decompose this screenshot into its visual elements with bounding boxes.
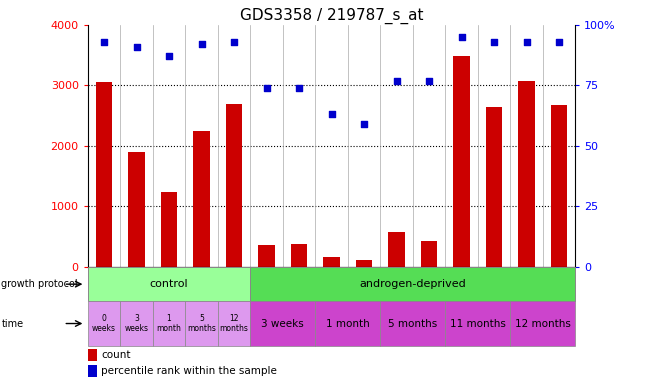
- Point: [326, 111, 337, 118]
- Point: [261, 85, 272, 91]
- Point: [489, 39, 499, 45]
- Bar: [324, 257, 339, 267]
- Text: 11 months: 11 months: [450, 318, 506, 329]
- Bar: [88, 365, 97, 377]
- Bar: [129, 152, 144, 267]
- Text: growth protocol: growth protocol: [1, 279, 78, 289]
- Point: [164, 53, 174, 60]
- Bar: [454, 56, 469, 267]
- Bar: [161, 192, 177, 267]
- Text: control: control: [150, 279, 188, 289]
- Point: [391, 78, 402, 84]
- Bar: [185, 301, 218, 346]
- Bar: [218, 301, 250, 346]
- Text: percentile rank within the sample: percentile rank within the sample: [101, 366, 278, 376]
- Text: 3 weeks: 3 weeks: [261, 318, 304, 329]
- Text: 3
weeks: 3 weeks: [125, 314, 148, 333]
- Text: 5
months: 5 months: [187, 314, 216, 333]
- Point: [521, 39, 532, 45]
- Bar: [88, 267, 250, 301]
- Bar: [88, 301, 120, 346]
- Bar: [226, 104, 242, 267]
- Bar: [356, 260, 372, 267]
- Bar: [291, 244, 307, 267]
- Point: [131, 44, 142, 50]
- Bar: [96, 83, 112, 267]
- Bar: [120, 301, 153, 346]
- Bar: [389, 232, 404, 267]
- Bar: [510, 301, 575, 346]
- Bar: [153, 301, 185, 346]
- Text: 1
month: 1 month: [157, 314, 181, 333]
- Text: 12
months: 12 months: [220, 314, 248, 333]
- Bar: [315, 301, 380, 346]
- Point: [554, 39, 564, 45]
- Bar: [380, 301, 445, 346]
- Bar: [519, 81, 534, 267]
- Bar: [551, 105, 567, 267]
- Bar: [250, 267, 575, 301]
- Point: [456, 34, 467, 40]
- Text: 12 months: 12 months: [515, 318, 571, 329]
- Point: [294, 85, 304, 91]
- Text: 1 month: 1 month: [326, 318, 370, 329]
- Text: 5 months: 5 months: [388, 318, 437, 329]
- Text: time: time: [1, 318, 23, 329]
- Text: count: count: [101, 350, 131, 360]
- Bar: [486, 107, 502, 267]
- Point: [196, 41, 207, 47]
- Point: [99, 39, 109, 45]
- Bar: [250, 301, 315, 346]
- Text: 0
weeks: 0 weeks: [92, 314, 116, 333]
- Bar: [421, 241, 437, 267]
- Bar: [259, 245, 274, 267]
- Point: [229, 39, 239, 45]
- Bar: [88, 349, 97, 361]
- Text: androgen-deprived: androgen-deprived: [359, 279, 466, 289]
- Bar: [445, 301, 510, 346]
- Bar: [194, 131, 209, 267]
- Point: [359, 121, 369, 127]
- Title: GDS3358 / 219787_s_at: GDS3358 / 219787_s_at: [240, 7, 423, 23]
- Point: [424, 78, 434, 84]
